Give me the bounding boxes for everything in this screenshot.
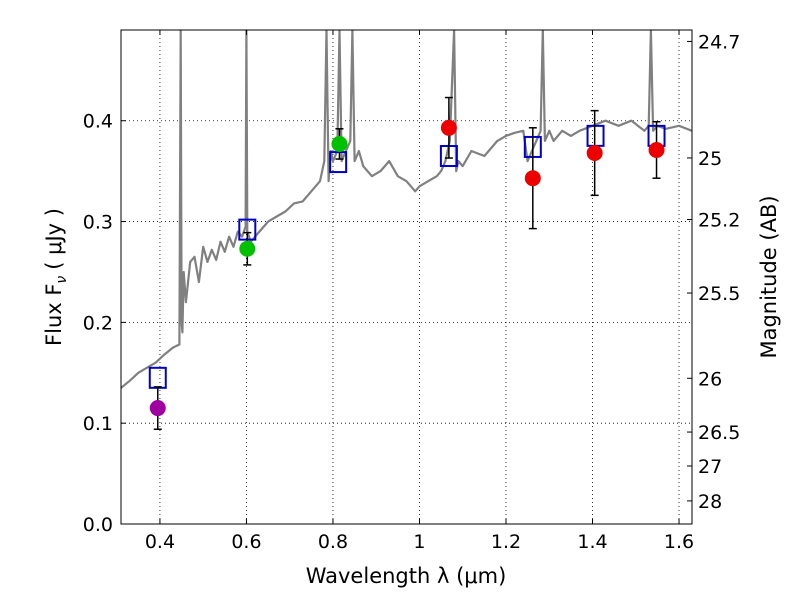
x-tick-label: 1.4 bbox=[577, 531, 607, 553]
y-tick-label: 0.1 bbox=[83, 413, 113, 435]
observed-point bbox=[524, 170, 541, 187]
y-tick-label: 0.4 bbox=[83, 111, 113, 133]
y-tick-label: 0.3 bbox=[83, 212, 113, 234]
model-photometry-square bbox=[329, 151, 348, 174]
mag-tick-label: 27 bbox=[698, 456, 722, 478]
observed-point bbox=[239, 240, 256, 257]
observed-point bbox=[648, 141, 665, 158]
observed-point bbox=[149, 400, 166, 417]
y-axis-label-unit: ( μJy ) bbox=[42, 208, 66, 270]
x-tick-label: 0.4 bbox=[145, 531, 175, 553]
x-tick-label: 1.6 bbox=[664, 531, 694, 553]
mag-tick-label: 26.5 bbox=[698, 422, 740, 444]
plot-area bbox=[121, 30, 692, 430]
svg-text:Flux Fν( μJy ): Flux Fν ( μJy ) bbox=[42, 208, 70, 346]
spectrum-line bbox=[121, 30, 692, 389]
x-tick-label: 1.2 bbox=[491, 531, 521, 553]
x-tick-label: 0.6 bbox=[231, 531, 261, 553]
mag-tick-label: 24.7 bbox=[698, 31, 740, 53]
x-tick-label: 0.8 bbox=[318, 531, 348, 553]
series-layer bbox=[121, 30, 692, 430]
mag-tick-label: 25.5 bbox=[698, 283, 740, 305]
mag-tick-label: 26 bbox=[698, 368, 722, 390]
y-tick-label: 0.2 bbox=[83, 312, 113, 334]
observed-point bbox=[586, 144, 603, 161]
axes: 0.4 0.6 0.8 1 1.2 1.4 1.6 0.0 0.1 0.2 0.3 0.4 24.7 25… bbox=[83, 30, 740, 553]
mag-tick-label: 25 bbox=[698, 148, 722, 170]
x-axis-label: Wavelength λ (μm) bbox=[306, 564, 507, 588]
y-axis-label-sub: ν bbox=[54, 276, 70, 284]
mag-tick-label: 25.2 bbox=[698, 210, 740, 232]
y-tick-label: 0.0 bbox=[83, 514, 113, 536]
observed-point bbox=[331, 135, 348, 152]
x-tick-label: 1 bbox=[413, 531, 425, 553]
observed-point bbox=[440, 119, 457, 136]
y-axis-label: Flux Fν ( μJy ) bbox=[42, 208, 70, 346]
y2-axis-label: Magnitude (AB) bbox=[757, 195, 781, 358]
plot-frame bbox=[120, 29, 693, 525]
y-axis-label-main: Flux F bbox=[42, 284, 66, 346]
mag-tick-label: 28 bbox=[698, 491, 722, 513]
